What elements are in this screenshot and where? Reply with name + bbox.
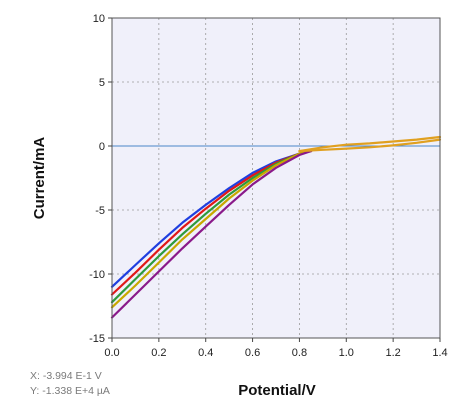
y-tick-label: 0 [99, 141, 105, 153]
plot-frame [111, 17, 441, 339]
series-layer [110, 135, 442, 319]
x-axis-title: Potential/V [238, 382, 316, 399]
y-tick-label: -15 [89, 333, 105, 345]
y-tick-label: -10 [89, 269, 105, 281]
plot-background [112, 18, 440, 338]
cursor-y-readout: Y: -1.338 E+4 µA [30, 385, 110, 397]
x-tick-label: 0.2 [151, 347, 166, 359]
y-tick-label: 5 [99, 77, 105, 89]
series-line-4 [110, 150, 313, 309]
x-tick-label: 1.2 [385, 347, 400, 359]
x-tick-label: 0.4 [198, 347, 213, 359]
series-line-5 [110, 150, 313, 319]
x-tick-label: 0.0 [104, 347, 119, 359]
x-tick-label: 1.4 [432, 347, 447, 359]
x-tick-label: 0.6 [245, 347, 260, 359]
series-line-6 [298, 135, 442, 153]
y-tick-label: 10 [93, 13, 105, 25]
cursor-x-readout: X: -3.994 E-1 V [30, 370, 102, 382]
tick-layer: 0.0 0.2 0.4 0.6 0.8 1.0 1.2 1.4 10 5 0 -5 -10 -15 [89, 13, 448, 359]
grid [112, 18, 440, 338]
series-line-7 [298, 138, 442, 153]
x-tick-label: 1.0 [339, 347, 354, 359]
x-tick-label: 0.8 [292, 347, 307, 359]
y-tick-label: -5 [95, 205, 105, 217]
y-axis-title: Current/mA [31, 137, 48, 220]
